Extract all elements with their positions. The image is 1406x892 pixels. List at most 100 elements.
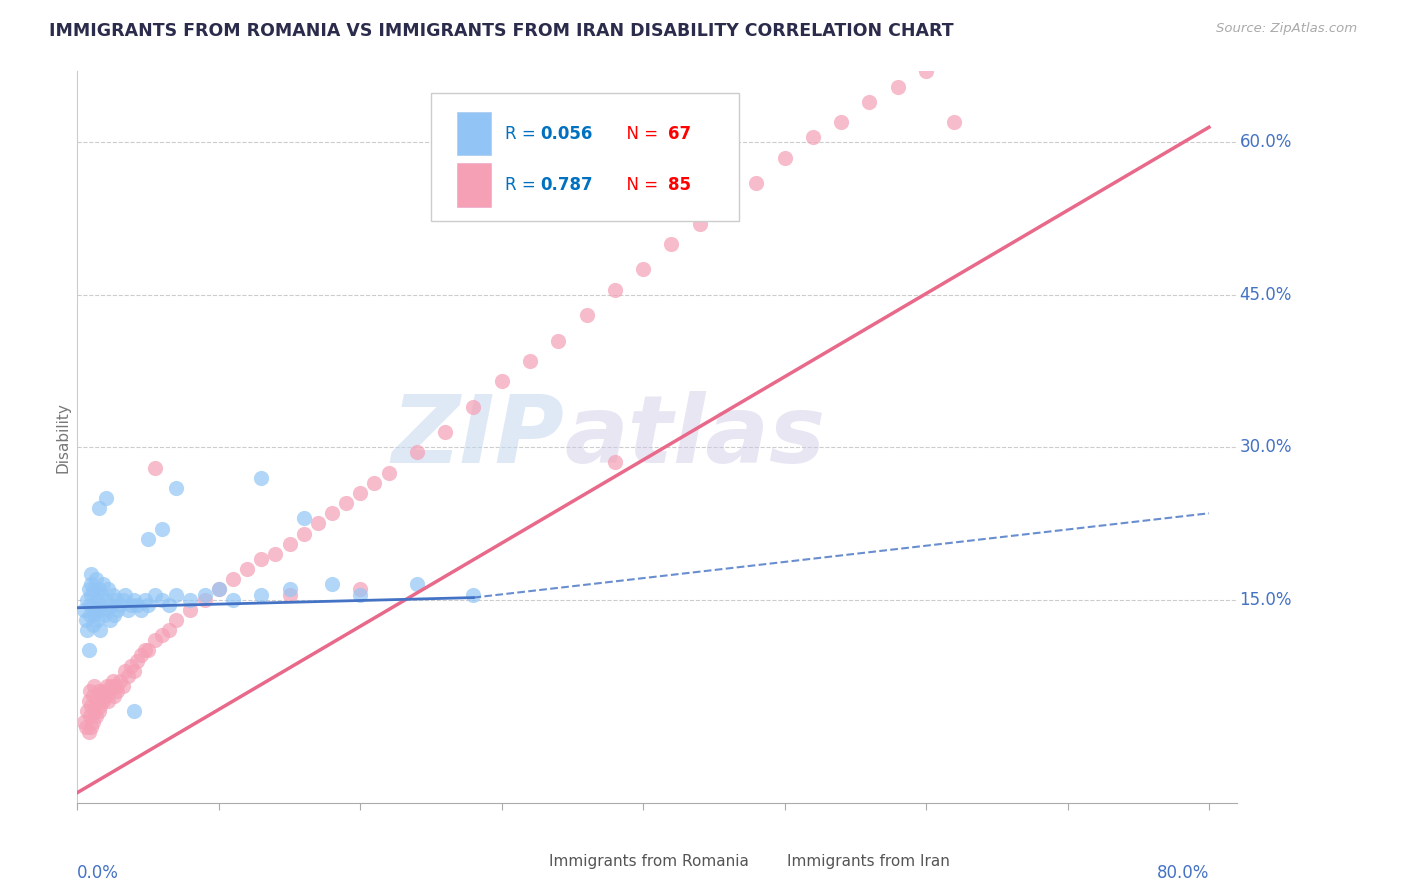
Point: [90, 689, 112, 703]
Point: [104, 679, 127, 693]
Point: [101, 673, 124, 688]
Point: [143, 588, 166, 602]
Text: 15.0%: 15.0%: [1240, 591, 1292, 608]
Point: [101, 588, 124, 602]
Point: [519, 354, 541, 368]
Point: [887, 79, 910, 94]
Point: [264, 547, 287, 561]
Text: R =: R =: [505, 125, 541, 143]
Point: [179, 592, 201, 607]
Point: [222, 592, 245, 607]
Point: [801, 130, 824, 145]
Point: [830, 115, 852, 129]
Bar: [457, 162, 492, 207]
Point: [250, 471, 273, 485]
Point: [134, 592, 156, 607]
Point: [87, 582, 110, 597]
Point: [136, 643, 159, 657]
Point: [603, 455, 626, 469]
Point: [292, 511, 315, 525]
Point: [83, 607, 105, 622]
Point: [77, 643, 100, 657]
Point: [94, 689, 117, 703]
Point: [307, 516, 329, 531]
Text: atlas: atlas: [565, 391, 825, 483]
Text: 45.0%: 45.0%: [1240, 285, 1292, 304]
Point: [100, 598, 122, 612]
Point: [122, 664, 145, 678]
Point: [136, 598, 159, 612]
Point: [80, 577, 103, 591]
Point: [858, 95, 880, 109]
Point: [236, 562, 259, 576]
Point: [134, 643, 156, 657]
Text: Immigrants from Romania: Immigrants from Romania: [550, 854, 749, 869]
Point: [405, 445, 427, 459]
Point: [377, 466, 399, 480]
Point: [150, 628, 173, 642]
Point: [972, 39, 994, 54]
Point: [661, 237, 683, 252]
Point: [86, 592, 108, 607]
Point: [165, 588, 187, 602]
Point: [136, 532, 159, 546]
Point: [943, 54, 966, 69]
Y-axis label: Disability: Disability: [55, 401, 70, 473]
Point: [93, 684, 115, 698]
Text: 80.0%: 80.0%: [1157, 863, 1209, 882]
Point: [84, 709, 107, 723]
Point: [80, 567, 103, 582]
Point: [150, 521, 173, 535]
Point: [165, 613, 187, 627]
Point: [91, 577, 114, 591]
Point: [250, 552, 273, 566]
Point: [349, 588, 371, 602]
Point: [129, 603, 152, 617]
Point: [157, 598, 180, 612]
Point: [82, 618, 104, 632]
Point: [100, 679, 122, 693]
Point: [434, 425, 457, 439]
Point: [79, 607, 101, 622]
Point: [75, 720, 97, 734]
Point: [129, 648, 152, 663]
Point: [335, 496, 357, 510]
Point: [82, 714, 104, 729]
Text: 0.787: 0.787: [540, 176, 593, 194]
Point: [77, 694, 100, 708]
Point: [103, 689, 125, 703]
Point: [222, 572, 245, 586]
Point: [76, 705, 98, 719]
Point: [94, 592, 117, 607]
Point: [717, 196, 740, 211]
Point: [120, 658, 142, 673]
Point: [91, 694, 114, 708]
Point: [631, 262, 654, 277]
Point: [77, 724, 100, 739]
Point: [79, 684, 101, 698]
Bar: [512, 845, 538, 878]
Text: 60.0%: 60.0%: [1240, 134, 1292, 152]
Point: [77, 582, 100, 597]
Point: [96, 679, 118, 693]
Point: [83, 582, 105, 597]
Bar: [457, 112, 492, 155]
Point: [463, 588, 485, 602]
Point: [349, 582, 371, 597]
Point: [114, 588, 136, 602]
Point: [575, 308, 598, 322]
Text: R =: R =: [505, 176, 541, 194]
Text: Source: ZipAtlas.com: Source: ZipAtlas.com: [1216, 22, 1357, 36]
Point: [93, 607, 115, 622]
Point: [108, 598, 131, 612]
Point: [87, 603, 110, 617]
Text: Immigrants from Iran: Immigrants from Iran: [787, 854, 950, 869]
Point: [150, 592, 173, 607]
Point: [321, 506, 343, 520]
Point: [179, 603, 201, 617]
Point: [143, 460, 166, 475]
Point: [250, 588, 273, 602]
Point: [82, 689, 104, 703]
Point: [80, 720, 103, 734]
Point: [208, 582, 231, 597]
